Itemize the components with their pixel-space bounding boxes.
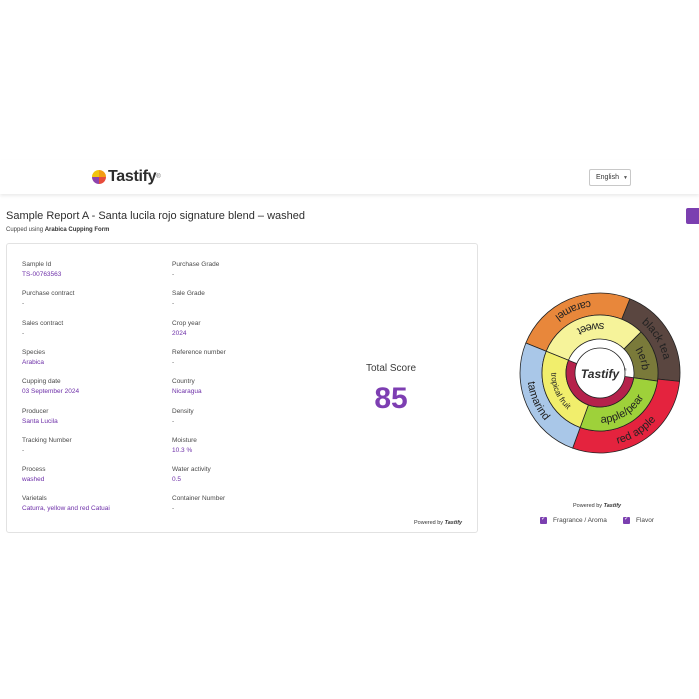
report-title: Sample Report A - Santa lucila rojo sign…: [6, 210, 306, 222]
cupping-form-name: Arabica Cupping Form: [44, 227, 110, 233]
field-label: Water activity: [172, 466, 211, 474]
field-value: Arabica: [22, 358, 45, 366]
field-label: Purchase Grade: [172, 261, 220, 268]
wheel-center-brand: Tastify: [581, 367, 621, 381]
sample-info-card: Sample Id TS-00763563 Purchase contract - Sa…: [6, 243, 478, 533]
legend-flavor[interactable]: Flavor: [623, 515, 655, 524]
field-purchase-grade: Purchase Grade -: [172, 260, 219, 280]
app-header: Tastify ® English ▼: [0, 160, 699, 194]
powered-by-label: Powered by: [414, 520, 444, 526]
field-reference-number: Reference number -: [172, 348, 226, 368]
field-label: Container Number: [172, 495, 226, 503]
cupped-using-label: Cupped using: [6, 227, 44, 233]
action-button[interactable]: [686, 208, 699, 224]
field-label: Density: [172, 407, 194, 415]
cupping-form-caption: Cupped using Arabica Cupping Form: [6, 227, 109, 233]
checkbox-icon[interactable]: [623, 515, 630, 524]
field-label: Crop year: [172, 319, 201, 327]
card-powered-by: Powered by Tastify: [414, 520, 462, 526]
field-sales-contract: Sales contract -: [22, 319, 63, 339]
field-sale-grade: Sale Grade -: [172, 289, 205, 309]
field-tracking-number: Tracking Number -: [22, 436, 72, 456]
field-value: Caturra, yellow and red Catuai: [22, 505, 110, 513]
checkbox-icon[interactable]: [540, 515, 547, 524]
legend-label: Flavor: [636, 517, 655, 524]
field-cupping-date: Cupping date 03 September 2024: [22, 377, 79, 397]
field-label: Tracking Number: [22, 436, 72, 444]
total-score-value: 85: [374, 382, 408, 415]
field-country: Country Nicaragua: [172, 377, 202, 397]
field-density: Density -: [172, 407, 194, 427]
field-value: 03 September 2024: [22, 388, 80, 396]
field-container-number: Container Number -: [172, 494, 225, 514]
legend-label: Fragrance / Aroma: [553, 517, 607, 524]
field-value: 2024: [172, 329, 187, 337]
field-value: Nicaragua: [172, 388, 202, 396]
field-label: Process: [22, 466, 46, 474]
field-process: Process washed: [22, 465, 45, 485]
field-label: Varietals: [22, 495, 47, 503]
total-score-label: Total Score: [365, 363, 417, 374]
field-value: washed: [22, 476, 45, 484]
field-sample-id: Sample Id TS-00763563: [22, 260, 61, 280]
powered-by-brand: Tastify: [444, 520, 463, 526]
field-label: Sale Grade: [172, 290, 205, 298]
wheel-powered-by: Powered by Tastify: [573, 503, 621, 509]
caret-down-icon: ▼: [622, 174, 628, 181]
field-moisture: Moisture 10.3 %: [172, 436, 197, 456]
tastify-logo-icon: [92, 170, 106, 184]
field-value: Santa Lucila: [22, 417, 58, 425]
field-label: Reference number: [172, 348, 226, 356]
field-value: -: [22, 446, 25, 454]
field-label: Cupping date: [22, 378, 61, 386]
powered-by-label: Powered by: [573, 503, 603, 509]
field-crop-year: Crop year 2024: [172, 319, 201, 339]
field-purchase-contract: Purchase contract -: [22, 289, 74, 309]
tastify-logo[interactable]: Tastify ®: [92, 168, 161, 186]
field-label: Sales contract: [22, 319, 64, 327]
field-label: Species: [22, 348, 46, 356]
language-value: English: [596, 174, 619, 181]
field-value: -: [172, 271, 175, 278]
field-label: Moisture: [172, 436, 197, 444]
field-value: -: [172, 358, 175, 366]
field-value: -: [172, 417, 175, 425]
field-water-activity: Water activity 0.5: [172, 465, 211, 485]
trademark: ®: [156, 174, 161, 180]
field-varietals: Varietals Caturra, yellow and red Catuai: [22, 494, 110, 514]
field-value: -: [22, 300, 25, 308]
field-label: Country: [172, 378, 195, 386]
wheel-center-trademark: ®: [624, 367, 627, 372]
brand-name: Tastify: [108, 168, 157, 185]
field-producer: Producer Santa Lucila: [22, 407, 58, 427]
powered-by-brand: Tastify: [603, 503, 622, 509]
legend-fragrance-aroma[interactable]: Fragrance / Aroma: [540, 515, 607, 524]
field-value: 10.3 %: [172, 446, 193, 454]
language-select[interactable]: English ▼: [589, 169, 631, 186]
field-label: Purchase contract: [22, 290, 75, 298]
wheel-segment-sweet[interactable]: [545, 314, 642, 361]
field-label: Producer: [22, 407, 49, 415]
wheel-center: [574, 347, 626, 399]
field-value: -: [22, 329, 25, 337]
field-label: Sample Id: [22, 261, 52, 268]
field-species: Species Arabica: [22, 348, 45, 368]
field-value: TS-00763563: [22, 271, 62, 278]
field-value: -: [172, 300, 175, 308]
field-value: 0.5: [172, 476, 182, 484]
field-value: -: [172, 505, 175, 513]
